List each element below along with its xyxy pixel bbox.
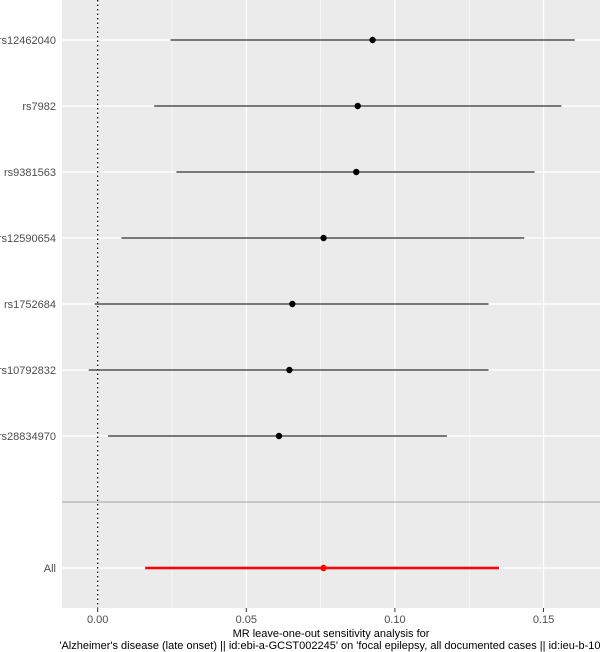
y-tick-label-rs9381563: rs9381563: [4, 167, 56, 179]
y-tick-label-rs1752684: rs1752684: [4, 299, 56, 311]
x-tick-label: 0.15: [533, 614, 554, 626]
y-tick-label-rs12590654: rs12590654: [0, 233, 56, 245]
estimate-point-rs9381563: [353, 168, 360, 176]
estimate-point-rs12590654: [320, 234, 327, 242]
estimate-point-rs10792832: [286, 366, 293, 374]
x-tick-label: 0.05: [236, 614, 257, 626]
y-tick-labels: rs12462040 rs7982 rs9381563 rs12590654 rs175…: [0, 35, 56, 575]
estimate-point-rs7982: [354, 102, 361, 110]
x-tick-label: 0.10: [384, 614, 405, 626]
estimate-point-all: [320, 564, 327, 572]
x-axis-title-line-1: MR leave-one-out sensitivity analysis fo…: [233, 628, 430, 640]
estimate-point-rs1752684: [289, 300, 296, 308]
y-tick-label-rs12462040: rs12462040: [0, 35, 56, 47]
x-tick-label: 0.00: [87, 614, 108, 626]
estimate-marks: [88, 36, 575, 572]
y-tick-label-all: All: [44, 563, 56, 575]
y-tick-label-rs10792832: rs10792832: [0, 365, 56, 377]
x-axis-title-line-2: 'Alzheimer's disease (late onset) || id:…: [59, 640, 600, 652]
x-axis: 0.00 0.05 0.10 0.15: [87, 608, 554, 626]
y-tick-label-rs28834970: rs28834970: [0, 431, 56, 443]
estimate-point-rs12462040: [369, 36, 376, 44]
estimate-point-rs28834970: [275, 432, 283, 440]
y-tick-label-rs7982: rs7982: [22, 101, 56, 113]
